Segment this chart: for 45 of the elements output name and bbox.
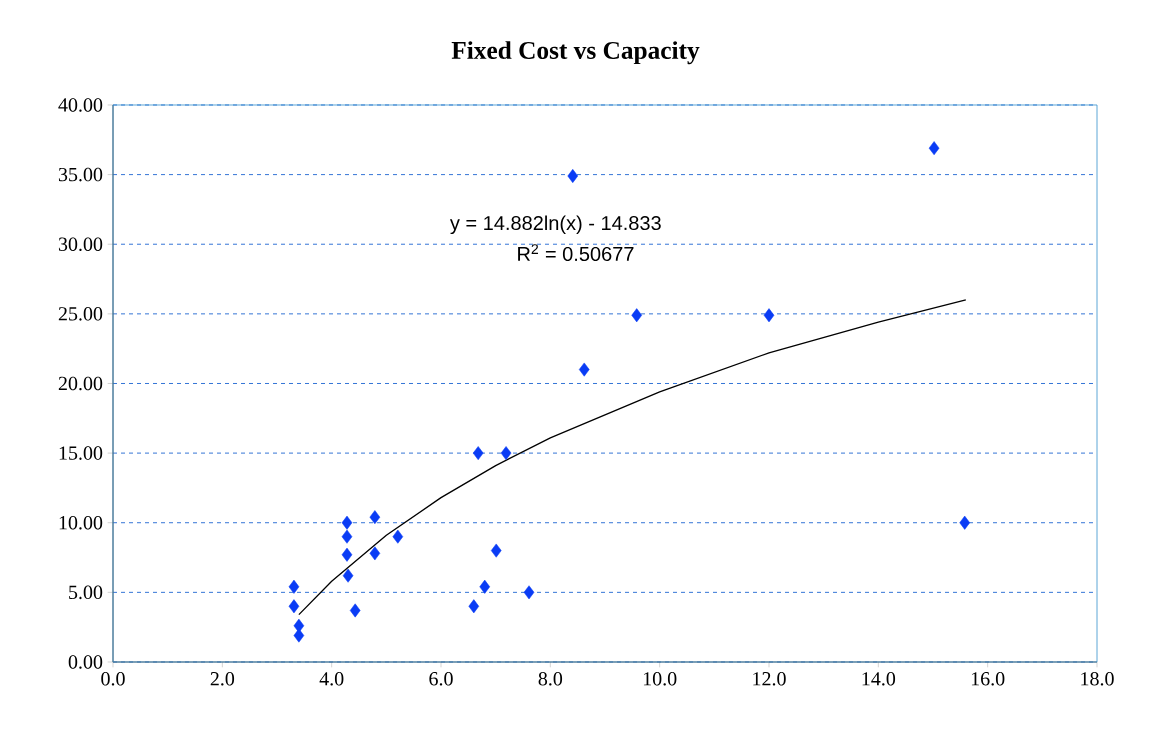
- point: [928, 141, 940, 156]
- point: [500, 446, 512, 461]
- y-tick-label: 20.00: [58, 376, 103, 391]
- y-tick-label: 5.00: [69, 585, 103, 600]
- point: [763, 308, 775, 323]
- x-tick-label: 8.0: [538, 672, 563, 686]
- x-tick-label: 10.0: [643, 672, 677, 686]
- point: [631, 308, 642, 323]
- y-tick-label: 35.00: [58, 167, 103, 182]
- point: [342, 568, 354, 583]
- x-tick-label: 18.0: [1081, 672, 1114, 686]
- y-tick-label: 0.00: [68, 655, 103, 669]
- point: [472, 446, 484, 461]
- point: [468, 599, 480, 614]
- y-tick-label: 25.00: [58, 307, 103, 321]
- x-tick-label: 6.0: [429, 672, 453, 686]
- x-tick-label: 14.0: [862, 672, 896, 686]
- x-tick-label: 0.0: [101, 672, 125, 686]
- point: [479, 579, 491, 594]
- point: [288, 579, 300, 594]
- y-tick-label: 15.00: [59, 446, 103, 460]
- point: [523, 585, 535, 600]
- annotation: y = 14.882ln(x) - 14.833: [449, 215, 661, 235]
- point: [369, 546, 381, 561]
- point: [341, 515, 353, 530]
- point: [567, 169, 579, 183]
- point: [293, 628, 305, 643]
- y-tick-label: 10.00: [59, 515, 103, 530]
- point: [288, 599, 300, 614]
- point: [490, 543, 502, 558]
- point: [349, 603, 361, 618]
- annotation: R$^{2}$ = 0.50677: [518, 244, 634, 262]
- point: [959, 515, 970, 530]
- x-tick-label: 16.0: [971, 672, 1005, 686]
- y-tick-label: 40.00: [58, 98, 103, 112]
- x-tick-label: 12.0: [753, 672, 786, 686]
- x-tick-label: 2.0: [210, 672, 235, 686]
- point: [341, 547, 353, 562]
- y-tick-label: 30.00: [58, 237, 103, 252]
- point: [369, 510, 381, 525]
- chart-title: Fixed Cost vs Capacity: [451, 41, 700, 65]
- point: [392, 529, 404, 544]
- x-tick-label: 4.0: [319, 672, 344, 686]
- point: [341, 529, 353, 544]
- point: [578, 362, 590, 377]
